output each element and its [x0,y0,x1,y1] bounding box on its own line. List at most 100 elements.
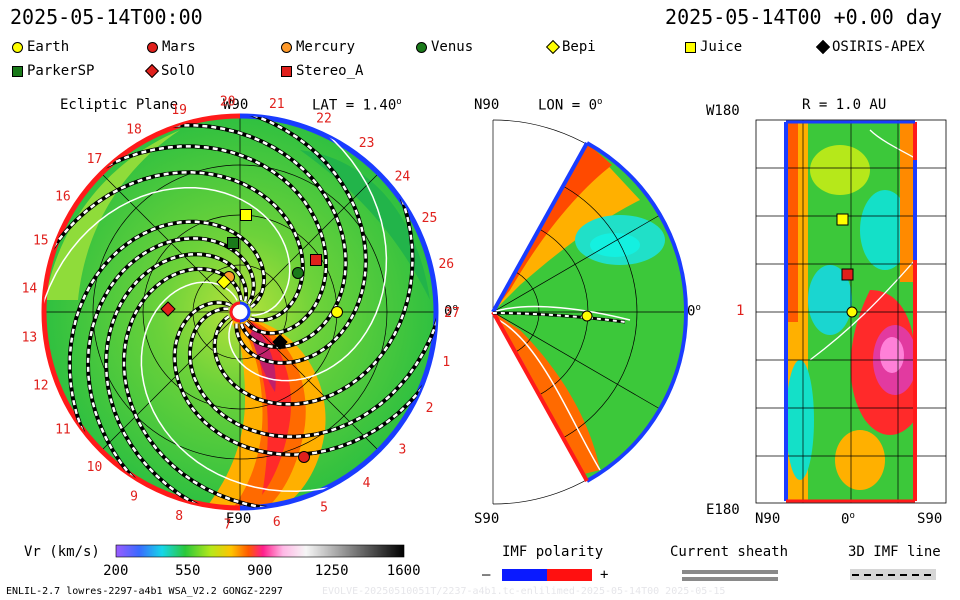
ecliptic-parkersp-marker [227,237,239,249]
legend-item-parkersp: ParkerSP [12,63,94,79]
meridional-right-text: 0 [687,303,696,320]
carrington-label: 26 [438,257,454,272]
ecliptic-right-label: 0o [444,303,458,320]
current-sheath-title: Current sheath [670,544,789,560]
imf-field-line [68,220,266,441]
current-sheath-line [228,128,388,382]
imf-field-line [165,124,347,349]
colorbar-tick-label: 900 [247,563,273,579]
circle-marker-icon [416,41,427,53]
imf-polarity-title: IMF polarity [502,544,604,560]
radial-x-mid-degree: o [849,511,855,521]
carrington-label: 3 [398,442,406,457]
carrington-label: 17 [87,152,103,167]
ecliptic-mars-marker [298,451,310,463]
meridional-lon-label: LON = 0o [538,97,602,114]
imf3d-line-sample [850,569,936,580]
meridional-plane-wedge [491,119,689,505]
radial-map-panel [755,119,947,504]
legend-label: Stereo_A [296,63,364,79]
legend-label: Earth [27,39,70,55]
ecliptic-earth-marker [331,306,343,318]
radial-bottom-left-label: E180 [706,502,740,518]
carrington-label: 12 [33,379,49,394]
radial-x-mid-text: 0 [841,511,850,528]
legend-label: Venus [431,39,474,55]
legend-item-stereo-a: Stereo_A [281,63,363,79]
ecliptic-spacecraft-markers [160,209,343,463]
meridional-bottom-label: S90 [474,511,500,527]
ecliptic-lat-degree: o [396,97,402,107]
current-sheath-line [44,187,291,316]
carrington-label: 24 [395,170,411,185]
carrington-label: 23 [359,136,375,151]
ecliptic-plane-disk [41,113,439,511]
current-sheath-sample [682,570,778,581]
ecliptic-lat-text: LAT = 1.40 [312,97,397,114]
legend-label: Mercury [296,39,356,55]
ecliptic-solo-marker [160,301,176,317]
square-marker-icon [685,41,696,53]
legend-item-osiris-apex: OSIRIS-APEX [815,39,925,55]
ecliptic-stereo-a-marker [310,254,322,266]
imf-field-line [98,145,328,335]
circle-marker-icon [281,41,292,53]
colorbar-tick-label: 1250 [314,563,349,579]
legend-item-mars: Mars [147,39,196,55]
meridional-top-label: N90 [474,97,500,113]
carrington-label: 11 [55,423,71,438]
carrington-label: 5 [320,501,328,516]
carrington-label: 13 [22,331,38,346]
ecliptic-right-text: 0 [444,303,453,320]
carrington-label: 16 [55,190,71,205]
legend-item-mercury: Mercury [281,39,355,55]
radial-mid-left-label: 1 [736,303,745,319]
ecliptic-top-label: W90 [223,97,249,113]
meridional-lon-text: LON = 0 [538,97,598,114]
legend-label: Juice [700,39,743,55]
radial-earth-marker [846,306,858,318]
imf-field-line [122,267,275,508]
ecliptic-title: Ecliptic Plane [60,97,179,113]
circle-marker-icon [147,41,158,53]
carrington-label: 22 [316,111,332,126]
imf-spiral-lines [44,116,436,508]
square-marker-icon [281,65,292,77]
legend-label: Bepi [562,39,596,55]
square-marker-icon [12,65,23,77]
colorbar-tick-label: 550 [175,563,201,579]
meridional-right-degree: o [695,303,701,313]
legend-label: Mars [162,39,196,55]
legend-item-bepi: Bepi [545,39,596,55]
radial-x-left-label: N90 [755,511,781,527]
header-right-time: 2025-05-14T00 +0.00 day [665,5,942,29]
meridional-earth-marker [581,310,593,322]
footer-right: EVOLVE-20250510051T/2237-a4b1.tc-enlilim… [322,586,726,597]
header-left-time: 2025-05-14T00:00 [10,5,203,29]
carrington-label: 7 [224,518,232,533]
legend-item-earth: Earth [12,39,69,55]
ecliptic-juice-marker [240,209,252,221]
imf-plus-sign: + [600,567,609,583]
carrington-label: 9 [130,490,138,505]
ecliptic-bepi-marker [216,274,232,290]
carrington-label: 14 [22,281,38,296]
colorbar-tick-label: 200 [103,563,129,579]
ecliptic-lat-label: LAT = 1.40o [312,97,402,114]
imf-field-line [47,171,305,322]
carrington-label: 10 [87,460,103,475]
carrington-label: 27 [444,306,460,321]
carrington-label: 15 [33,234,49,249]
imf-field-line [188,307,436,438]
carrington-label: 4 [363,476,371,491]
carrington-label: 6 [273,515,281,530]
carrington-label: 20 [220,94,236,109]
circle-marker-icon [12,41,23,53]
radial-x-right-label: S90 [917,511,943,527]
legend-label: ParkerSP [27,63,95,79]
carrington-label: 19 [171,103,187,118]
colorbar-label: Vr (km/s) [24,544,100,560]
legend-label: OSIRIS-APEX [832,39,925,55]
carrington-label: 1 [442,355,450,370]
